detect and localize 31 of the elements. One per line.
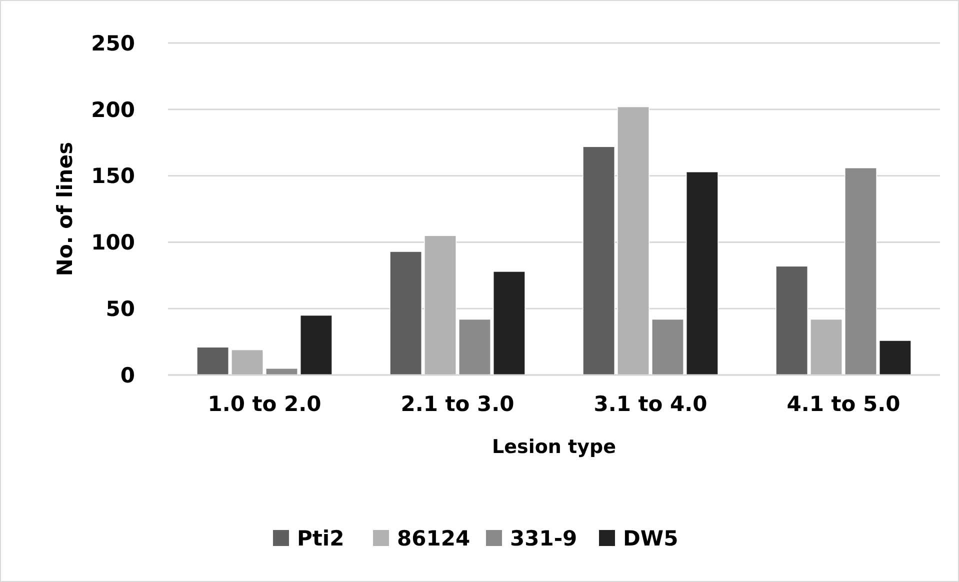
bar <box>300 314 332 376</box>
bar <box>424 235 457 376</box>
y-tick-label: 50 <box>106 296 135 321</box>
x-tick-label: 2.1 to 3.0 <box>400 392 514 416</box>
x-axis-title: Lesion type <box>492 436 616 458</box>
bar <box>390 251 422 376</box>
bar <box>617 106 650 376</box>
legend-label: 331-9 <box>510 526 578 550</box>
bar <box>651 318 684 376</box>
bar <box>231 349 264 376</box>
bar <box>686 171 718 376</box>
x-tick-label: 1.0 to 2.0 <box>208 392 322 416</box>
y-tick-label: 100 <box>91 230 135 255</box>
legend-label: DW5 <box>623 526 678 550</box>
bar <box>878 340 912 376</box>
x-tick-label: 3.1 to 4.0 <box>594 392 708 416</box>
x-tick-label: 4.1 to 5.0 <box>786 392 900 416</box>
bar <box>810 318 843 376</box>
bar <box>196 346 230 376</box>
bar <box>844 167 877 376</box>
legend-label: Pti2 <box>297 526 344 550</box>
legend-label: 86124 <box>397 526 470 550</box>
bar <box>776 266 808 376</box>
y-tick-label: 0 <box>120 363 135 388</box>
y-axis-title: No. of lines <box>53 142 77 276</box>
y-tick-label: 250 <box>91 31 135 56</box>
y-tick-label: 200 <box>91 98 135 122</box>
bar <box>458 318 491 376</box>
y-tick-label: 150 <box>91 164 135 188</box>
bar <box>492 271 526 376</box>
bar <box>582 146 616 376</box>
